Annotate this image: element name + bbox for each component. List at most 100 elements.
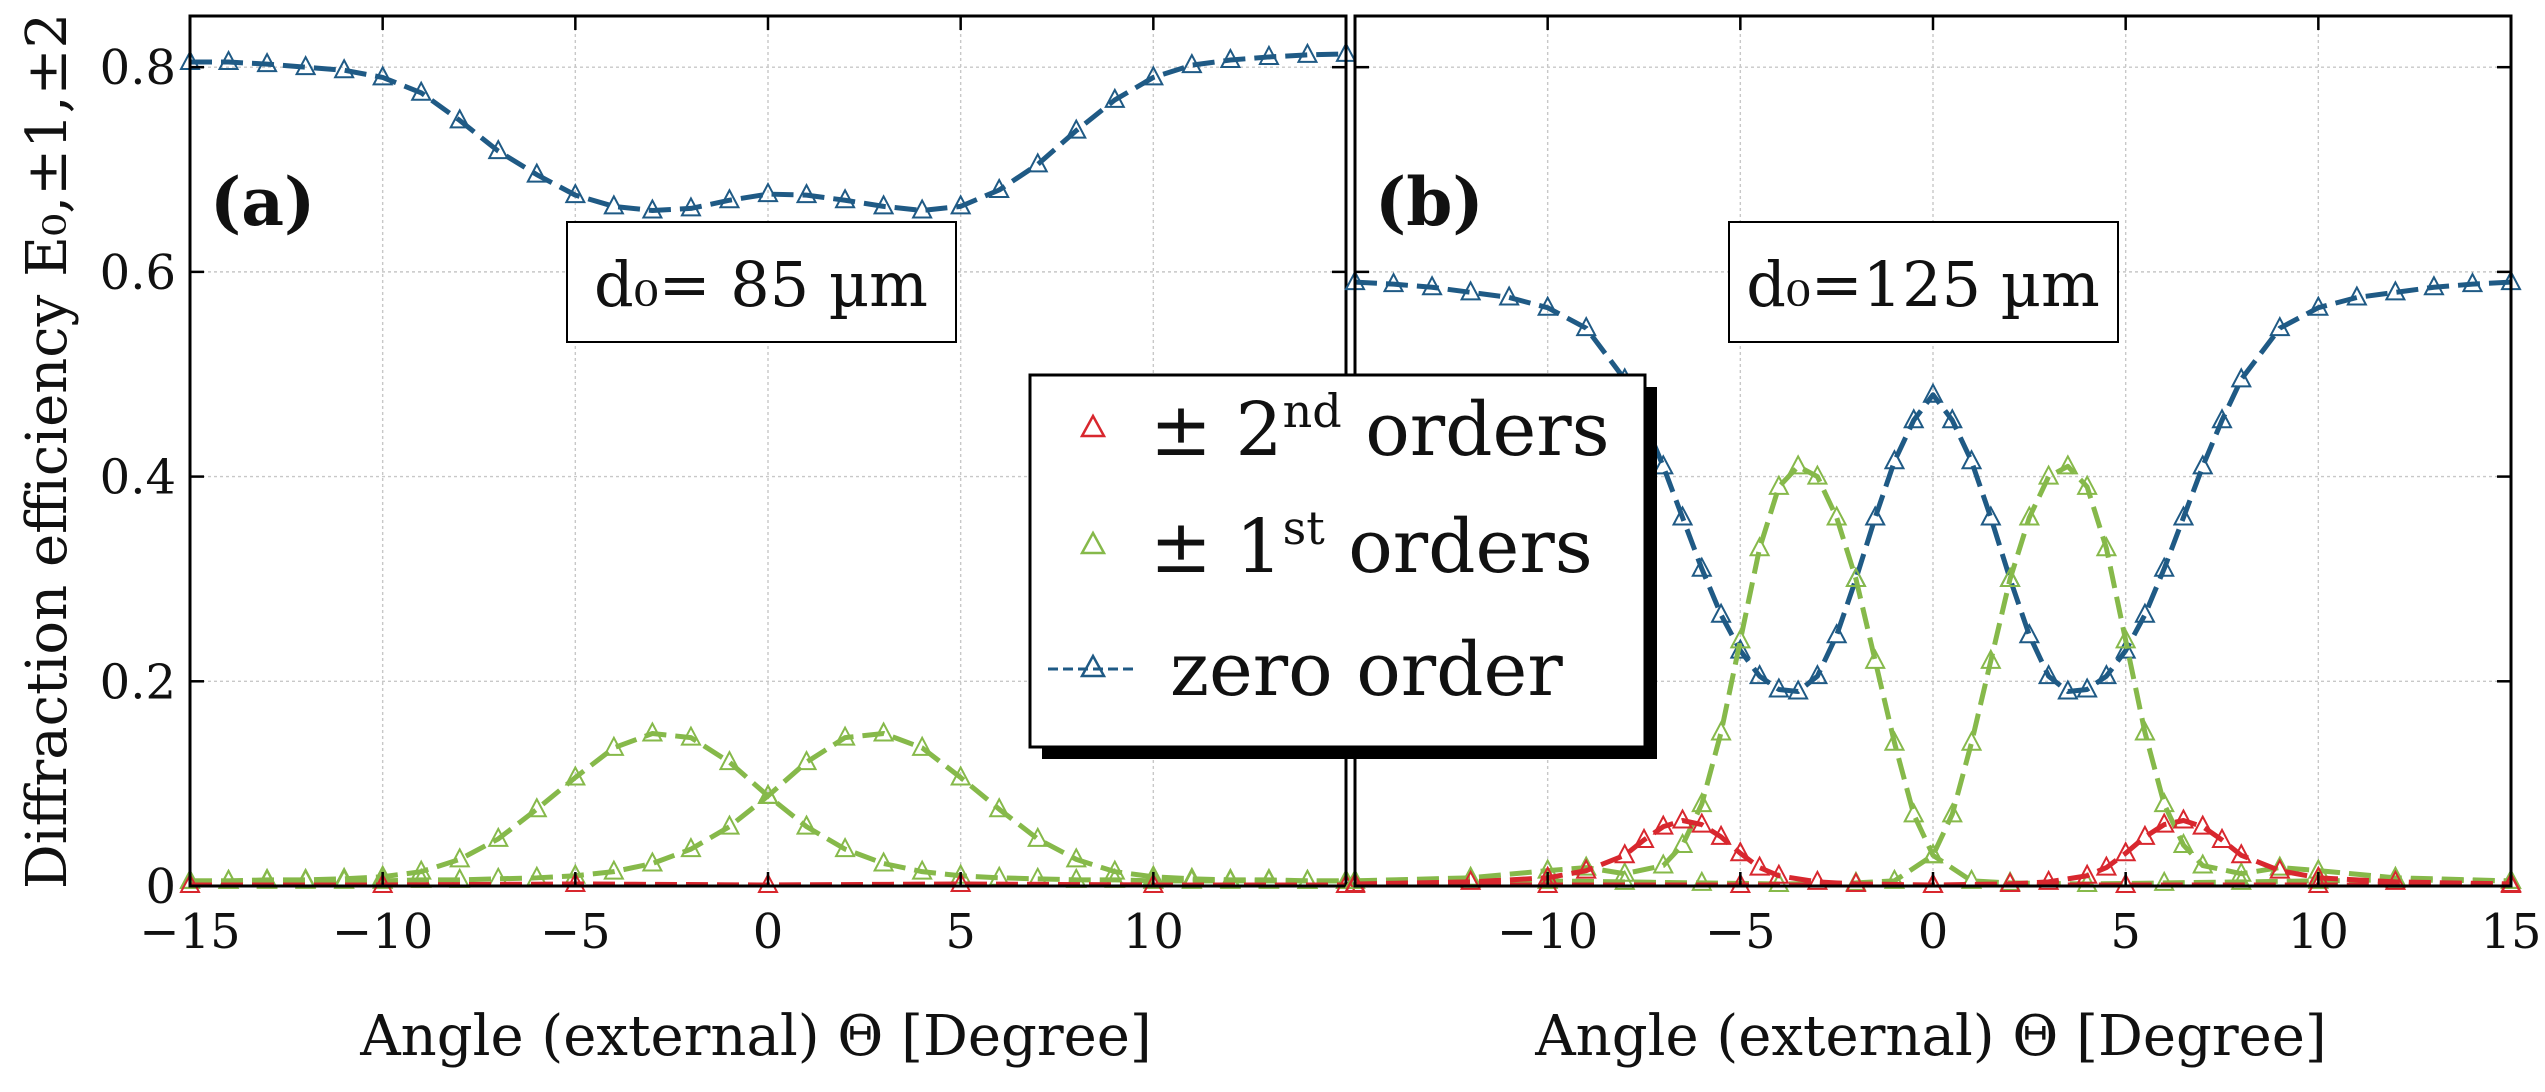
data-point [2057,679,2079,700]
data-point [1219,47,1242,69]
data-point [1941,408,1963,429]
data-point [1652,853,1674,874]
data-point [950,765,972,786]
data-point [1883,868,1906,889]
data-point [2134,720,2156,741]
data-point [1671,808,1694,829]
data-point [1027,152,1049,173]
x-tick-label: −5 [540,904,611,960]
data-point [2192,853,2214,874]
data-point [603,735,625,756]
data-point [988,177,1010,198]
legend: ± 2nd orders ± 1st orders zero order [1028,373,1657,759]
data-point [1903,802,1925,823]
panel-b-label: (b) [1375,163,1484,241]
data-point [911,198,933,219]
data-point [2018,623,2040,644]
legend-marker [1079,653,1107,678]
data-point [564,182,586,204]
data-point [449,847,471,868]
data-point [1691,556,1713,577]
panel-b-annotation-box [1728,221,2119,343]
data-point [1710,720,1732,741]
data-point [1575,858,1597,879]
legend-label: zero order [1170,627,1563,713]
data-point [1104,859,1126,880]
panel-a-ticks: −15 −10 −5 0 5 10 0 0.2 0.4 0.6 0.8 [100,16,1348,960]
data-point [372,872,394,893]
legend-label: ± 2nd orders [1150,384,1610,473]
data-point [2172,505,2195,526]
data-point [1421,275,1443,296]
data-point [603,859,625,880]
data-point [1980,505,2002,526]
y-tick-label: 0.4 [100,450,176,506]
data-point [1806,664,1829,685]
data-point [1999,566,2021,587]
data-point [487,826,509,847]
data-point [1960,449,1983,470]
x-tick-label: 5 [2110,904,2141,960]
data-point [718,814,741,835]
data-point [680,196,702,217]
legend-label: ± 1st orders [1150,501,1593,590]
data-point [2384,869,2407,890]
data-point [2269,858,2291,879]
data-point [449,108,471,129]
data-point [2500,868,2522,889]
data-point [1027,826,1049,847]
data-point [1748,664,1771,685]
data-point [2115,841,2137,862]
data-point [410,80,432,101]
data-point [2134,602,2156,623]
data-point [2095,855,2118,876]
data-point [2115,628,2137,649]
data-point [718,750,741,771]
data-point [950,871,972,892]
x-tick-label: 0 [1918,904,1949,960]
data-point [526,162,548,183]
y-axis-label: Diffraction efficiency E₀,±1,±2 [15,13,80,889]
data-point [988,797,1010,818]
data-point [757,181,779,203]
data-point [1344,868,1366,889]
data-point [718,188,741,209]
data-point [1691,870,1713,891]
data-point [834,837,856,858]
data-point [872,851,895,872]
data-point [1845,871,1867,892]
x-tick-label: 0 [753,904,784,960]
data-point [1922,382,1944,403]
data-point [1729,872,1751,893]
data-point [1826,505,1848,526]
data-point [1652,454,1674,475]
data-point [256,868,278,889]
data-point [2037,664,2060,685]
data-point [1614,843,1636,864]
data-point [641,851,664,872]
data-point [641,198,664,219]
y-tick-label: 0.6 [100,245,176,301]
data-point [1980,648,2002,669]
x-tick-label: 10 [2288,904,2349,960]
data-point [2500,871,2522,892]
data-point [2230,843,2252,864]
data-point [1614,869,1636,890]
panel-b-ticks: −10 −5 0 5 10 15 [1353,16,2542,960]
data-point [1922,872,1944,893]
data-point [2423,275,2445,296]
data-point [1748,536,1771,557]
data-point [2115,638,2137,659]
series-line [1354,279,2512,695]
data-point [372,65,394,86]
data-point [1382,272,1405,293]
panel-a-label: (a) [210,163,315,241]
panel-b-series [1344,269,2522,893]
y-tick-label: 0 [145,859,176,915]
data-point [1537,872,1559,893]
data-point [1691,791,1713,813]
data-point [294,868,317,889]
data-point [1575,855,1597,876]
x-tick-label: 5 [945,904,976,960]
